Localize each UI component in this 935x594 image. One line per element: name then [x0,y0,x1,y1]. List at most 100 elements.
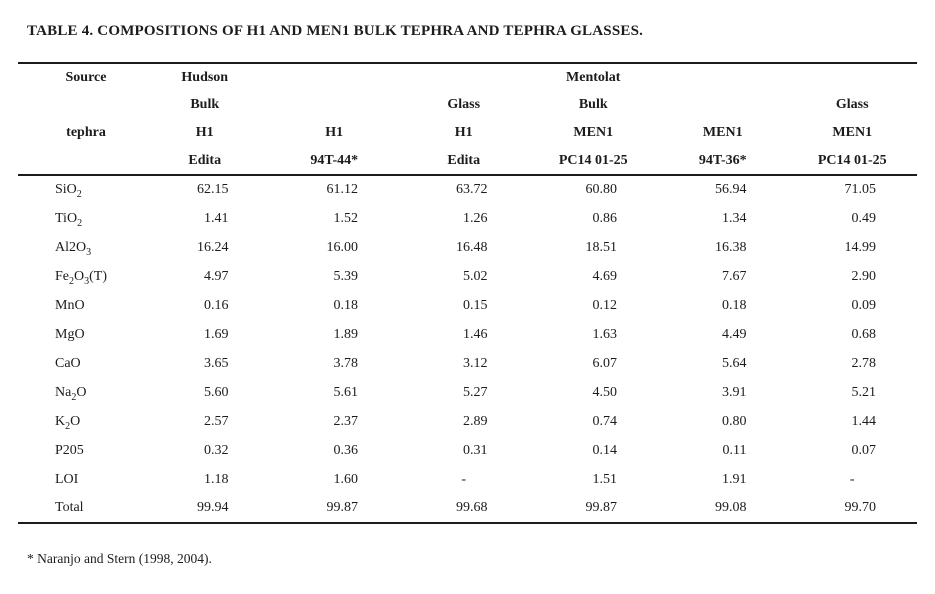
data-cell: 71.05 [844,182,877,197]
data-cell: 0.86 [592,210,618,226]
row-label: Fe2O3(T) [55,268,108,287]
data-cell: 1.63 [592,326,618,342]
data-cell: 4.69 [592,268,618,284]
table-body: SiO2 62.15 61.12 63.72 60.80 56.94 71.05 TiO2 1.… [18,175,917,523]
data-cell: 2.37 [333,413,359,429]
data-cell: 3.91 [722,384,747,400]
column-header: Edita [140,147,270,176]
data-cell: 16.48 [456,239,488,255]
data-cell: 4.49 [722,326,747,342]
data-cell: 18.51 [585,239,618,255]
data-cell: 99.87 [585,500,618,515]
data-cell: 2.90 [851,268,877,284]
table-row: TiO2 1.41 1.52 1.26 0.86 1.34 0.49 [18,204,917,233]
column-header: Bulk [190,97,220,112]
data-cell: 16.38 [715,239,747,255]
table-row: CaO 3.65 3.78 3.12 6.07 5.64 2.78 [18,349,917,378]
column-header [788,63,918,91]
row-label: SiO2 [55,182,82,200]
column-header: PC14 01-25 [528,147,658,176]
row-label: Total [55,500,84,515]
column-header: Mentolat [566,69,621,85]
data-cell: 4.50 [592,384,618,400]
data-cell: 14.99 [844,239,877,255]
composition-table: Source Hudson Mentolat Bulk Glass Bulk Glass te… [18,62,917,524]
composition-table-wrap: Source Hudson Mentolat Bulk Glass Bulk Glass te… [18,62,917,524]
data-cell: 1.34 [722,210,747,226]
column-header [270,91,400,119]
column-header: tephra [66,125,106,140]
table-row: Na2O 5.60 5.61 5.27 4.50 3.91 5.21 [18,378,917,407]
data-cell: 60.80 [585,182,618,197]
table-row: P205 0.32 0.36 0.31 0.14 0.11 0.07 [18,436,917,465]
data-cell: 16.24 [197,239,229,255]
column-header: MEN1 [573,125,614,140]
data-cell: 7.67 [722,268,747,284]
column-header: Bulk [578,97,608,112]
row-label: TiO2 [55,210,83,229]
data-cell: 1.18 [204,471,229,487]
data-cell: 0.12 [592,297,618,313]
data-cell: 0.16 [204,297,229,313]
data-cell: 0.68 [851,326,877,342]
column-header: H1 [195,125,214,140]
data-cell: 2.78 [851,355,877,371]
data-cell: - [461,471,467,487]
column-header [399,63,529,91]
row-label: Al2O3 [55,239,92,258]
row-label: K2O [55,413,81,432]
column-header: MEN1 [832,125,873,140]
data-cell: 56.94 [715,182,747,197]
column-header: MEN1 [702,125,743,140]
data-cell: 0.74 [592,413,618,429]
data-cell: 5.27 [463,384,488,400]
table-row: Total 99.94 99.87 99.68 99.87 99.08 99.70 [18,494,917,523]
column-header: H1 [325,125,344,140]
table-header: Source Hudson Mentolat Bulk Glass Bulk Glass te… [18,63,918,176]
table-row: MnO 0.16 0.18 0.15 0.12 0.18 0.09 [18,291,917,320]
data-cell: 5.21 [851,384,877,400]
data-cell: 0.36 [333,442,359,458]
data-cell: 0.09 [851,297,877,313]
data-cell: 0.32 [204,442,229,458]
data-cell: 1.91 [722,471,747,487]
table-row: MgO 1.69 1.89 1.46 1.63 4.49 0.68 [18,320,917,349]
row-label: Na2O [55,384,87,403]
data-cell: 2.89 [463,413,488,429]
data-cell: 0.11 [722,442,747,458]
data-cell: 0.07 [851,442,877,458]
data-cell: 61.12 [326,182,359,197]
data-cell: 63.72 [456,182,488,197]
header-row: Edita 94T-44* Edita PC14 01-25 94T-36* PC14 0… [18,147,917,176]
column-header [658,91,788,119]
data-cell: 99.68 [456,500,488,515]
data-cell: 1.69 [204,326,229,342]
data-cell: 0.80 [722,413,747,429]
table-row: SiO2 62.15 61.12 63.72 60.80 56.94 71.05 [18,175,917,204]
column-header: Source [65,69,107,85]
row-label: CaO [55,355,81,371]
data-cell: 1.44 [851,413,877,429]
table-row: Fe2O3(T) 4.97 5.39 5.02 4.69 7.67 2.90 [18,262,917,291]
data-cell: 5.64 [722,355,747,371]
data-cell: 3.78 [333,355,359,371]
data-cell: 1.41 [204,210,229,226]
column-header [18,147,140,176]
data-cell: 5.02 [463,268,488,284]
column-header [18,91,140,119]
data-cell: 0.31 [463,442,488,458]
data-cell: 0.18 [722,297,747,313]
data-cell: 5.61 [333,384,359,400]
data-cell: 1.52 [333,210,359,226]
data-cell: 1.89 [333,326,359,342]
table-footnote: * Naranjo and Stern (1998, 2004). [27,551,212,566]
data-cell: 2.57 [204,413,229,429]
column-header: PC14 01-25 [787,147,917,176]
table-row: Al2O3 16.24 16.00 16.48 18.51 16.38 14.99 [18,233,917,262]
data-cell: 6.07 [592,355,618,371]
data-cell: 99.94 [197,500,229,515]
data-cell: 3.65 [204,355,229,371]
column-header: H1 [454,125,473,140]
data-cell: 1.60 [333,471,359,487]
